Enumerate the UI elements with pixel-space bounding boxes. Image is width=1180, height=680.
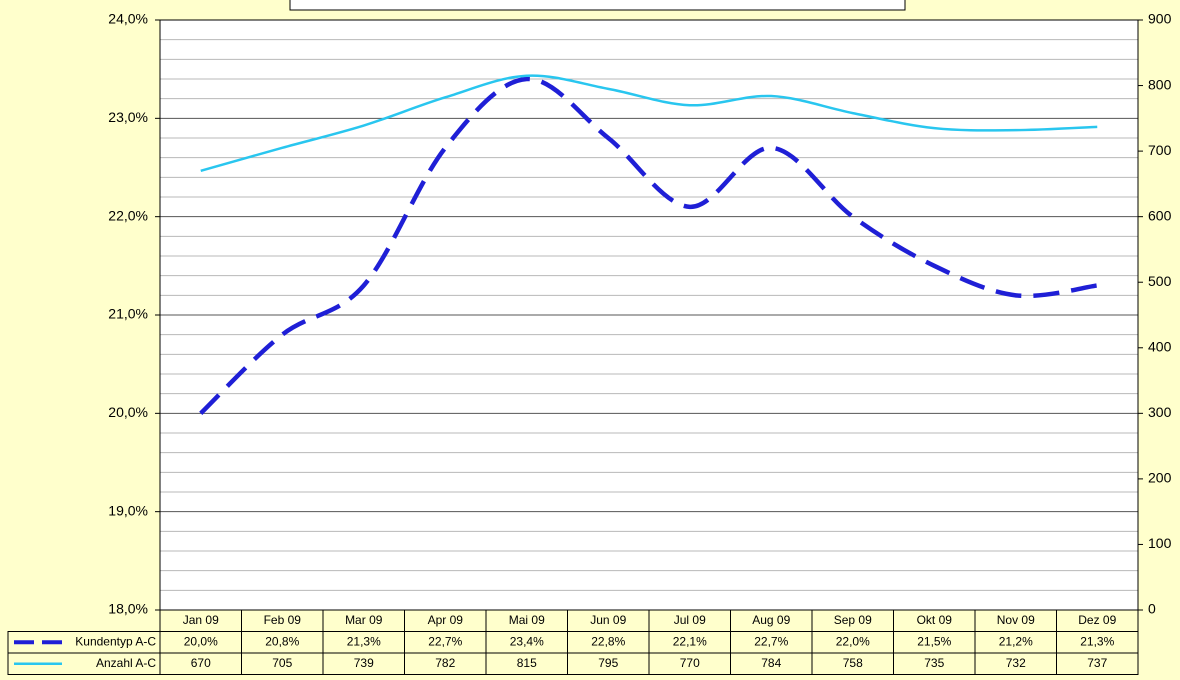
table-value: 22,7% [428, 634, 462, 648]
x-tick-label: Mar 09 [345, 613, 383, 627]
x-tick-label: Apr 09 [428, 613, 464, 627]
table-value: 770 [680, 656, 700, 670]
y-tick-label: 23,0% [108, 109, 148, 125]
y2-tick-label: 300 [1148, 404, 1172, 420]
y2-tick-label: 800 [1148, 76, 1172, 92]
x-tick-label: Feb 09 [264, 613, 302, 627]
table-value: 22,7% [754, 634, 788, 648]
table-value: 21,3% [1080, 634, 1114, 648]
table-value: 795 [598, 656, 618, 670]
y-tick-label: 22,0% [108, 207, 148, 223]
x-tick-label: Dez 09 [1078, 613, 1116, 627]
x-tick-label: Mai 09 [509, 613, 545, 627]
table-value: 20,0% [184, 634, 218, 648]
x-tick-label: Sep 09 [834, 613, 872, 627]
x-tick-label: Jan 09 [183, 613, 219, 627]
table-value: 22,1% [673, 634, 707, 648]
table-value: 22,8% [591, 634, 625, 648]
table-value: 737 [1087, 656, 1107, 670]
x-tick-label: Jun 09 [590, 613, 626, 627]
y-tick-label: 24,0% [108, 11, 148, 27]
table-value: 21,3% [347, 634, 381, 648]
x-tick-label: Jul 09 [674, 613, 706, 627]
title-box [289, 0, 906, 11]
table-cell [1056, 652, 1139, 675]
table-value: 705 [272, 656, 292, 670]
y-tick-label: 18,0% [108, 601, 148, 617]
table-value: 732 [1006, 656, 1026, 670]
y2-tick-label: 700 [1148, 142, 1172, 158]
table-value: 21,5% [917, 634, 951, 648]
legend-label: Kundentyp A-C [75, 634, 156, 648]
table-value: 784 [761, 656, 781, 670]
series-line [200, 74, 1098, 172]
legend-label: Anzahl A-C [96, 656, 156, 670]
y-tick-label: 19,0% [108, 502, 148, 518]
x-tick-label: Aug 09 [752, 613, 790, 627]
table-value: 735 [924, 656, 944, 670]
y2-tick-label: 500 [1148, 273, 1172, 289]
x-tick-label: Nov 09 [997, 613, 1035, 627]
table-value: 739 [354, 656, 374, 670]
table-value: 815 [517, 656, 537, 670]
legend-cell [7, 652, 161, 675]
y2-tick-label: 200 [1148, 470, 1172, 486]
y2-tick-label: 600 [1148, 207, 1172, 223]
table-value: 758 [843, 656, 863, 670]
y2-tick-label: 0 [1148, 601, 1156, 617]
y2-tick-label: 400 [1148, 338, 1172, 354]
y2-tick-label: 900 [1148, 11, 1172, 27]
y2-tick-label: 100 [1148, 535, 1172, 551]
table-value: 22,0% [836, 634, 870, 648]
table-value: 782 [435, 656, 455, 670]
table-value: 20,8% [265, 634, 299, 648]
series-line [199, 76, 1098, 415]
y-tick-label: 21,0% [108, 306, 148, 322]
table-value: 670 [191, 656, 211, 670]
table-value: 21,2% [999, 634, 1033, 648]
y-tick-label: 20,0% [108, 404, 148, 420]
table-value: 23,4% [510, 634, 544, 648]
x-tick-label: Okt 09 [917, 613, 953, 627]
